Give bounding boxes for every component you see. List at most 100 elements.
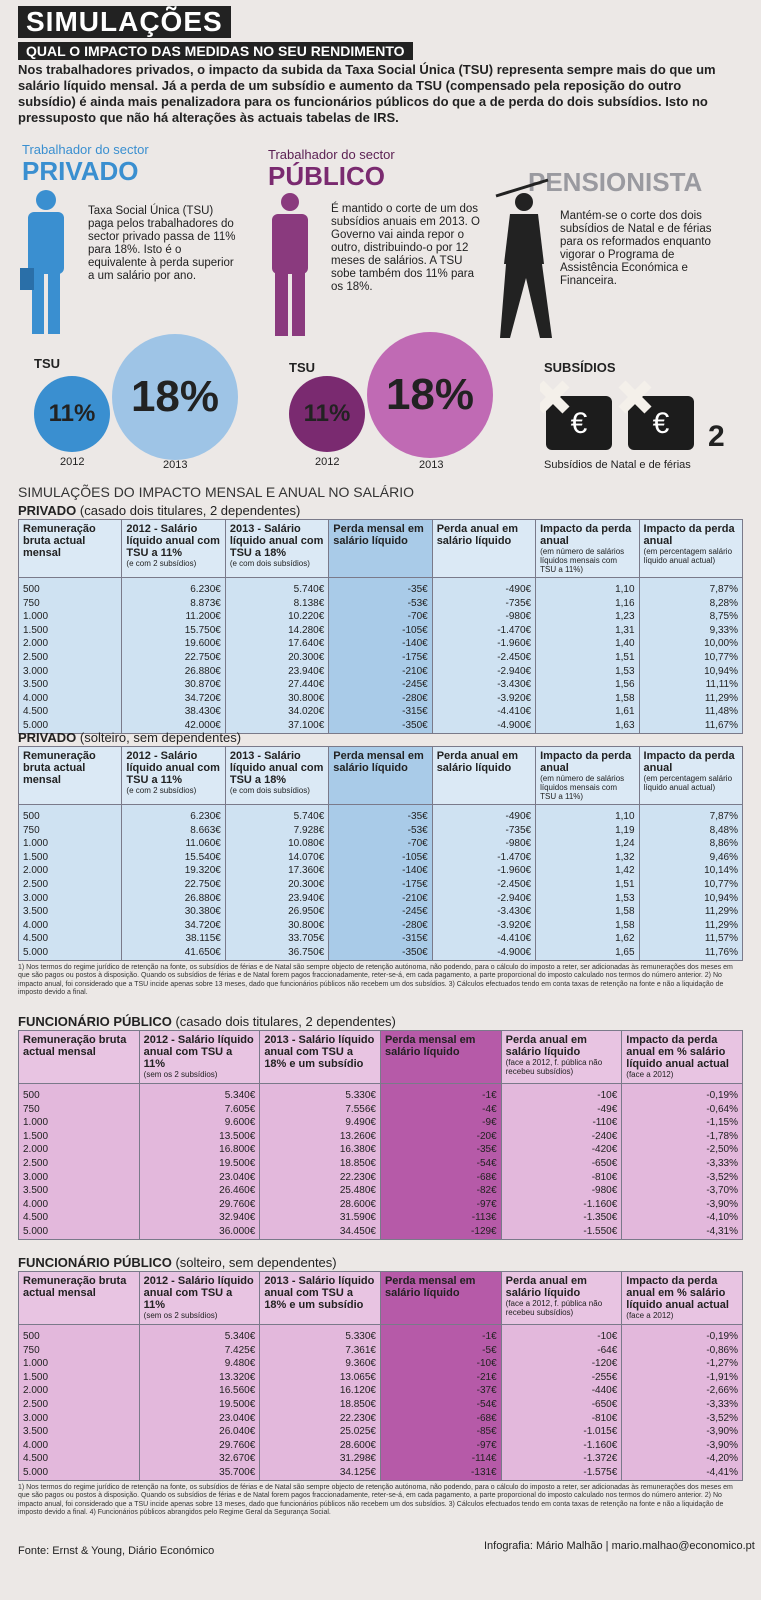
cell: -0,19% — [621, 1324, 743, 1344]
kicker: Trabalhador do sector — [22, 142, 149, 157]
cell: -240€ — [500, 1129, 623, 1144]
cell: 32.940€ — [138, 1211, 261, 1225]
cell: -70€ — [328, 610, 433, 624]
cell: 19.500€ — [138, 1397, 261, 1412]
cell: 30.800€ — [224, 918, 330, 933]
cell: -1.015€ — [500, 1425, 623, 1439]
cell: 1.500 — [18, 1370, 140, 1385]
cell: 41.650€ — [121, 945, 226, 961]
header-note: (em número de salários líquidos mensais … — [540, 774, 625, 801]
cell: -2.940€ — [431, 664, 537, 679]
footnotes: 1) Nos termos do regime jurídico de rete… — [18, 1483, 733, 1517]
cell: 23.940€ — [224, 891, 330, 906]
table-group: PRIVADO — [18, 730, 77, 745]
column-header: Impacto da perda anual (em número de salá… — [535, 746, 640, 805]
credit: Infografia: Mário Malhão | mario.malhao@… — [484, 1540, 755, 1552]
column-header: Perda mensal em salário líquido — [379, 1030, 502, 1084]
table-body: 500 6.230€ 5.740€ -35€ -490€ 1,10 7,87% 750 8.87… — [17, 577, 744, 734]
row: 1.500 13.320€ 13.065€ -21€ -255€ -1,91% — [18, 1370, 743, 1385]
cell: 1,40 — [535, 637, 640, 651]
cell: -3,52% — [621, 1170, 743, 1185]
cell: 28.600€ — [259, 1197, 381, 1212]
column-header: 2012 - Salário líquido anual com TSU a 1… — [138, 1271, 261, 1325]
cell: -54€ — [379, 1156, 502, 1171]
cell: -85€ — [379, 1425, 502, 1439]
header-text: Impacto da perda anual — [643, 750, 735, 774]
cell: 1,16 — [535, 596, 640, 611]
cell: 1,63 — [535, 718, 640, 734]
cell: -0,86% — [621, 1343, 743, 1358]
row: 1.000 11.060€ 10.080€ -70€ -980€ 1,24 8,86% — [17, 837, 744, 851]
cell: -110€ — [500, 1116, 623, 1130]
cell: 3.000 — [17, 891, 123, 906]
cell: -82€ — [379, 1184, 502, 1198]
cell: 10.220€ — [224, 610, 330, 624]
header-note: (face a 2012, f. pública não recebeu sub… — [505, 1058, 603, 1076]
rate-before: 11% — [34, 376, 110, 452]
rate-after: 18% — [112, 334, 238, 460]
header-note: (e com 2 subsídios) — [126, 559, 197, 568]
cell: 27.440€ — [224, 678, 330, 692]
cell: -2.450€ — [431, 877, 537, 892]
column-header: Impacto da perda anual (em número de salá… — [535, 519, 640, 578]
cell: 1,53 — [535, 664, 640, 679]
cell: 10.080€ — [224, 837, 330, 851]
header-text: Perda mensal em salário líquido — [333, 750, 424, 774]
cell: 11,76% — [638, 945, 744, 961]
header-row: Remuneração bruta actual mensal 2012 - Sa… — [17, 519, 744, 578]
cell: 23.040€ — [138, 1170, 261, 1185]
table-group: FUNCIONÁRIO PÚBLICO — [18, 1014, 172, 1029]
cell: 3.000 — [17, 664, 123, 679]
cell: -1.960€ — [431, 864, 537, 878]
cell: 22.230€ — [259, 1170, 381, 1185]
table-body: 500 5.340€ 5.330€ -1€ -10€ -0,19% 750 7.425€ 7.3… — [18, 1324, 743, 1481]
source: Fonte: Ernst & Young, Diário Económico — [18, 1545, 215, 1557]
cell: -420€ — [500, 1143, 623, 1157]
cell: 17.640€ — [224, 637, 330, 651]
cell: -210€ — [328, 891, 433, 906]
cell: -1.160€ — [500, 1197, 623, 1212]
table-body: 500 5.340€ 5.330€ -1€ -10€ -0,19% 750 7.605€ 7.5… — [18, 1083, 743, 1240]
header-text: 2012 - Salário líquido anual com TSU a 1… — [126, 750, 220, 786]
cell: 5.740€ — [224, 577, 330, 597]
column-header: Remuneração bruta actual mensal — [17, 746, 123, 805]
table-situation: (casado dois titulares, 2 dependentes) — [79, 503, 301, 518]
cell: 19.500€ — [138, 1156, 261, 1171]
row: 3.000 26.880€ 23.940€ -210€ -2.940€ 1,53 10,94… — [17, 664, 744, 679]
header-note: (em percentagem salário líquido anual ac… — [643, 547, 733, 565]
cell: 750 — [18, 1102, 140, 1117]
cell: 10,14% — [638, 864, 744, 878]
cell: -810€ — [500, 1411, 623, 1426]
row: 3.500 26.460€ 25.480€ -82€ -980€ -3,70% — [18, 1184, 743, 1198]
year: 2012 — [60, 456, 85, 468]
cell: 23.940€ — [224, 664, 330, 679]
cell: -4.900€ — [431, 718, 537, 734]
cell: 18.850€ — [259, 1156, 381, 1171]
cell: -175€ — [328, 877, 433, 892]
cell: -490€ — [431, 804, 537, 824]
cell: 20.300€ — [224, 650, 330, 665]
row: 3.000 23.040€ 22.230€ -68€ -810€ -3,52% — [18, 1170, 743, 1185]
row: 1.000 9.600€ 9.490€ -9€ -110€ -1,15% — [18, 1116, 743, 1130]
table-block: PRIVADO (solteiro, sem dependentes) Remun… — [17, 730, 744, 998]
row: 2.000 19.600€ 17.640€ -140€ -1.960€ 1,40 10,00… — [17, 637, 744, 651]
cell: -735€ — [431, 596, 537, 611]
header-text: Impacto da perda anual em % salário líqu… — [626, 1275, 729, 1311]
cell: -21€ — [379, 1370, 502, 1385]
cell: 34.720€ — [121, 918, 226, 933]
cell: 1,53 — [535, 891, 640, 906]
column-header: 2013 - Salário líquido anual com TSU a 1… — [224, 746, 330, 805]
cell: 3.500 — [17, 678, 123, 692]
cell: 10,77% — [638, 650, 744, 665]
cell: -105€ — [328, 850, 433, 865]
cell: 28.600€ — [259, 1438, 381, 1453]
column-header: Remuneração bruta actual mensal — [17, 519, 123, 578]
cell: 1.500 — [18, 1129, 140, 1144]
row: 4.000 34.720€ 30.800€ -280€ -3.920€ 1,58 11,29… — [17, 918, 744, 933]
cell: 4.500 — [18, 1211, 140, 1225]
subsidy-caption: Subsídios de Natal e de férias — [544, 459, 691, 471]
row: 1.500 15.750€ 14.280€ -105€ -1.470€ 1,31 9,33% — [17, 623, 744, 638]
cell: 25.480€ — [259, 1184, 381, 1198]
cell: 30.800€ — [224, 691, 330, 706]
cell: -980€ — [431, 610, 537, 624]
